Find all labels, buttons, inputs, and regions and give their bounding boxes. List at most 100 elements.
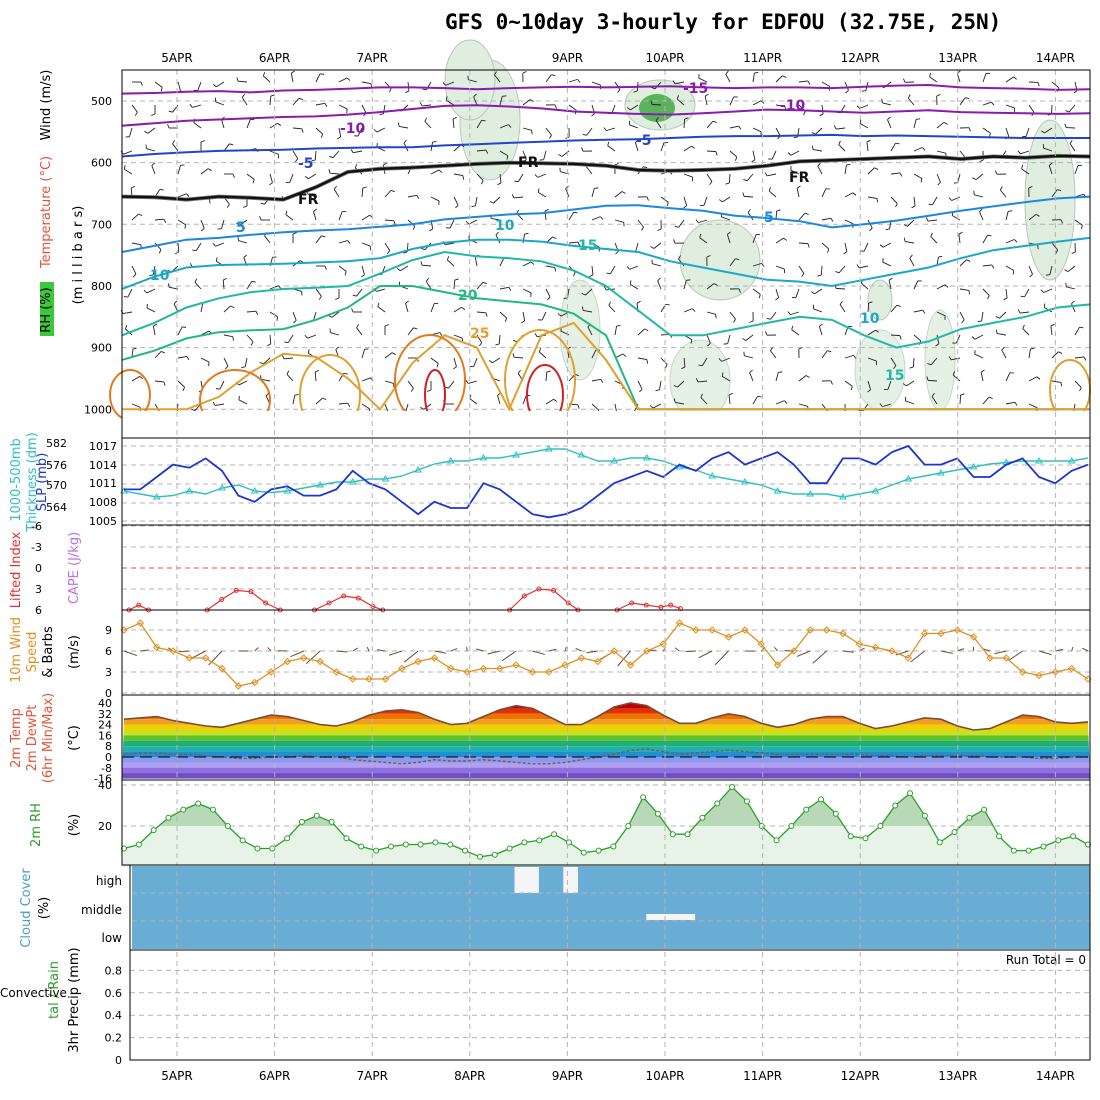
wind-barb-flag (384, 324, 389, 327)
wind-barb (565, 188, 570, 198)
wind-barb-flag (783, 237, 788, 241)
wind10-marker (545, 668, 553, 676)
wind-barb-flag (295, 158, 299, 163)
wind-barb-flag (657, 228, 662, 231)
date-label-top: 6APR (259, 51, 290, 65)
wind-barb-flag (259, 361, 264, 365)
wind-barb (913, 173, 923, 179)
wind-barb (129, 127, 133, 137)
wind10-barb (336, 650, 348, 653)
isotherm--5 (121, 133, 1090, 158)
wind-barb-flag (684, 117, 689, 120)
wind-barb-flag (839, 300, 843, 305)
contour-label: 10 (860, 311, 880, 327)
wind-barb (606, 127, 616, 132)
temp2m-tick: 40 (98, 697, 112, 710)
wind-barb (629, 124, 639, 129)
wind-barb (1024, 288, 1030, 298)
wind-barb-flag (1028, 186, 1033, 189)
wind-barb (999, 189, 1007, 198)
wind-barb-flag (706, 255, 711, 258)
wind-barb-flag (383, 162, 387, 166)
wind-barb-flag (972, 177, 977, 181)
wind10-marker (218, 664, 226, 673)
temp-band-cold (122, 773, 1090, 779)
wind-barb-flag (830, 380, 833, 385)
wind-barb (1044, 127, 1053, 134)
thickness-marker (969, 463, 978, 470)
wind-barb (721, 357, 731, 362)
contour-label: 20 (458, 288, 478, 304)
wind-barb (729, 125, 739, 129)
rh2m-marker (565, 839, 572, 846)
wind-barb (1051, 380, 1061, 383)
wind-barb-flag (925, 217, 929, 222)
temp2m-axis-label-b: 2m DewPt (25, 705, 40, 772)
wind10-barb (586, 650, 598, 654)
wind-barb (424, 121, 432, 129)
thickness-marker (446, 457, 455, 464)
wind-barb (1028, 403, 1038, 409)
wind-barb-flag (810, 291, 815, 295)
lifted-index-marker (248, 589, 254, 595)
rh2m-marker (476, 853, 483, 860)
wind-barb-flag (286, 370, 290, 375)
temp2m-line (123, 702, 1089, 731)
wind-barb (353, 150, 363, 154)
wind-barb-flag (229, 143, 234, 146)
thickness-marker (642, 454, 651, 461)
wind-barb-flag (903, 237, 906, 242)
rh2m-marker (580, 849, 587, 856)
wind-barb (221, 119, 225, 129)
wind-barb (173, 303, 179, 313)
wind10-marker (398, 664, 406, 673)
wind-barb-flag (1043, 303, 1046, 308)
wind-barb (1022, 328, 1030, 336)
wind-barb-flag (551, 74, 556, 77)
rh2m-marker (269, 845, 276, 852)
wind-barb-flag (529, 99, 534, 102)
wind-barb-flag (721, 372, 724, 377)
wind-barb (313, 311, 317, 321)
wind-barb (936, 284, 946, 290)
wind-barb (982, 288, 990, 296)
wind10-marker (920, 629, 929, 638)
wind-barb (1005, 239, 1015, 244)
wind-barb-flag (603, 127, 607, 131)
wind-barb-flag (255, 311, 259, 316)
wind-barb (499, 311, 507, 319)
rh2m-marker (298, 818, 305, 825)
wind-barb (1051, 351, 1059, 359)
wind-barb-flag (1079, 326, 1084, 329)
wind-barb (152, 265, 156, 275)
wind-barb (818, 326, 823, 336)
wind-barb-flag (489, 200, 494, 204)
wind-barb (315, 397, 323, 405)
wind-barb-flag (315, 369, 320, 373)
contour-label: 10 (495, 218, 515, 234)
rh2m-area (122, 787, 1090, 867)
wind-barb (1074, 356, 1084, 359)
wind-barb-flag (1065, 110, 1070, 113)
wind-barb-flag (313, 208, 317, 212)
wind-barb-flag (827, 350, 832, 353)
wind-barb (223, 357, 229, 367)
wind-barb (585, 288, 593, 296)
wind-barb-flag (699, 233, 702, 238)
wind-barb (177, 193, 187, 198)
wind-barb (127, 288, 133, 298)
wind-barb (152, 326, 156, 336)
wind-barb (1074, 165, 1079, 175)
wind-barb-flag (1065, 282, 1067, 287)
wind-barb-flag (200, 228, 205, 232)
wind-barb (177, 380, 185, 388)
wind-barb-flag (853, 355, 857, 359)
wind-barb-flag (903, 78, 906, 83)
rh2m-marker (536, 837, 543, 844)
wind10-barb (575, 647, 582, 652)
wind-barb-flag (207, 168, 212, 172)
wind10-barb (1008, 650, 1023, 661)
wind10-barb (994, 650, 1007, 655)
lifted-index-marker (326, 600, 332, 606)
wind-barb (177, 326, 183, 336)
